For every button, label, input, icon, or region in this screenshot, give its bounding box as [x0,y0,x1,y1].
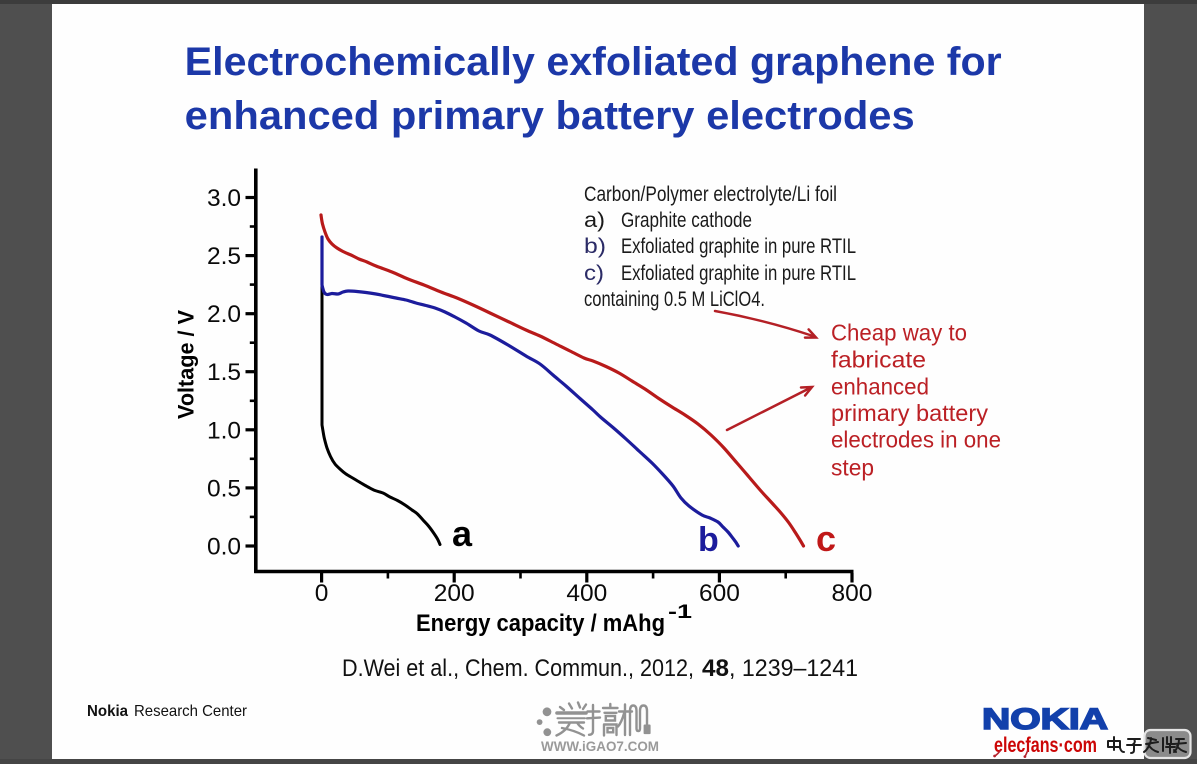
svg-text:Graphite cathode: Graphite cathode [621,208,752,232]
svg-text:elecfans·com: elecfans·com [994,734,1097,757]
svg-text:Nokia: Nokia [87,703,128,720]
svg-text:NOKIA: NOKIA [982,703,1108,736]
svg-text:3.0: 3.0 [207,185,241,212]
svg-text:b): b) [584,234,606,258]
svg-text:0.0: 0.0 [207,534,241,561]
svg-text:a: a [452,513,473,554]
svg-text:Exfoliated graphite in pure RT: Exfoliated graphite in pure RTIL [621,234,856,258]
svg-text:1.5: 1.5 [207,359,241,386]
svg-text:Carbon/Polymer electrolyte/Li: Carbon/Polymer electrolyte/Li foil [584,182,837,206]
svg-text:containing 0.5 M LiClO4.: containing 0.5 M LiClO4. [584,287,765,311]
svg-text:Exfoliated graphite in pure RT: Exfoliated graphite in pure RTIL [621,261,856,285]
svg-text:600: 600 [699,580,740,607]
svg-text:Energy capacity / mAhg: Energy capacity / mAhg [416,610,665,637]
svg-text:a): a) [584,208,605,232]
svg-text:1.0: 1.0 [207,417,241,444]
svg-text:WWW.iGAO7.COM: WWW.iGAO7.COM [541,739,659,754]
svg-text:fabricate: fabricate [831,347,926,373]
svg-text:c: c [816,518,836,559]
svg-text:c): c) [584,261,604,285]
svg-text:2.0: 2.0 [207,301,241,328]
svg-text:step: step [831,455,874,481]
svg-text:enhanced: enhanced [831,374,929,400]
svg-text:b: b [698,521,719,559]
svg-text:Research Center: Research Center [134,703,248,720]
svg-text:800: 800 [832,580,873,607]
svg-text:0.5: 0.5 [207,475,241,502]
svg-text:primary battery: primary battery [831,400,988,426]
svg-text:electrodes in one: electrodes in one [831,427,1001,453]
svg-text:48: 48 [702,655,729,682]
svg-text:enhanced primary battery elect: enhanced primary battery electrodes [185,94,915,138]
svg-text:Electrochemically exfoliated g: Electrochemically exfoliated graphene fo… [185,40,1002,84]
svg-text:-1: -1 [668,601,692,623]
svg-text:, 1239–1241: , 1239–1241 [729,655,858,682]
svg-text:Cheap way to: Cheap way to [831,320,967,346]
svg-text:D.Wei et al., Chem. Commun., 2: D.Wei et al., Chem. Commun., 2012, [342,655,694,682]
svg-text:0: 0 [315,580,329,607]
svg-text:2.5: 2.5 [207,243,241,270]
svg-text:200: 200 [434,580,475,607]
svg-text:Voltage / V: Voltage / V [174,310,199,419]
svg-text:400: 400 [566,580,607,607]
